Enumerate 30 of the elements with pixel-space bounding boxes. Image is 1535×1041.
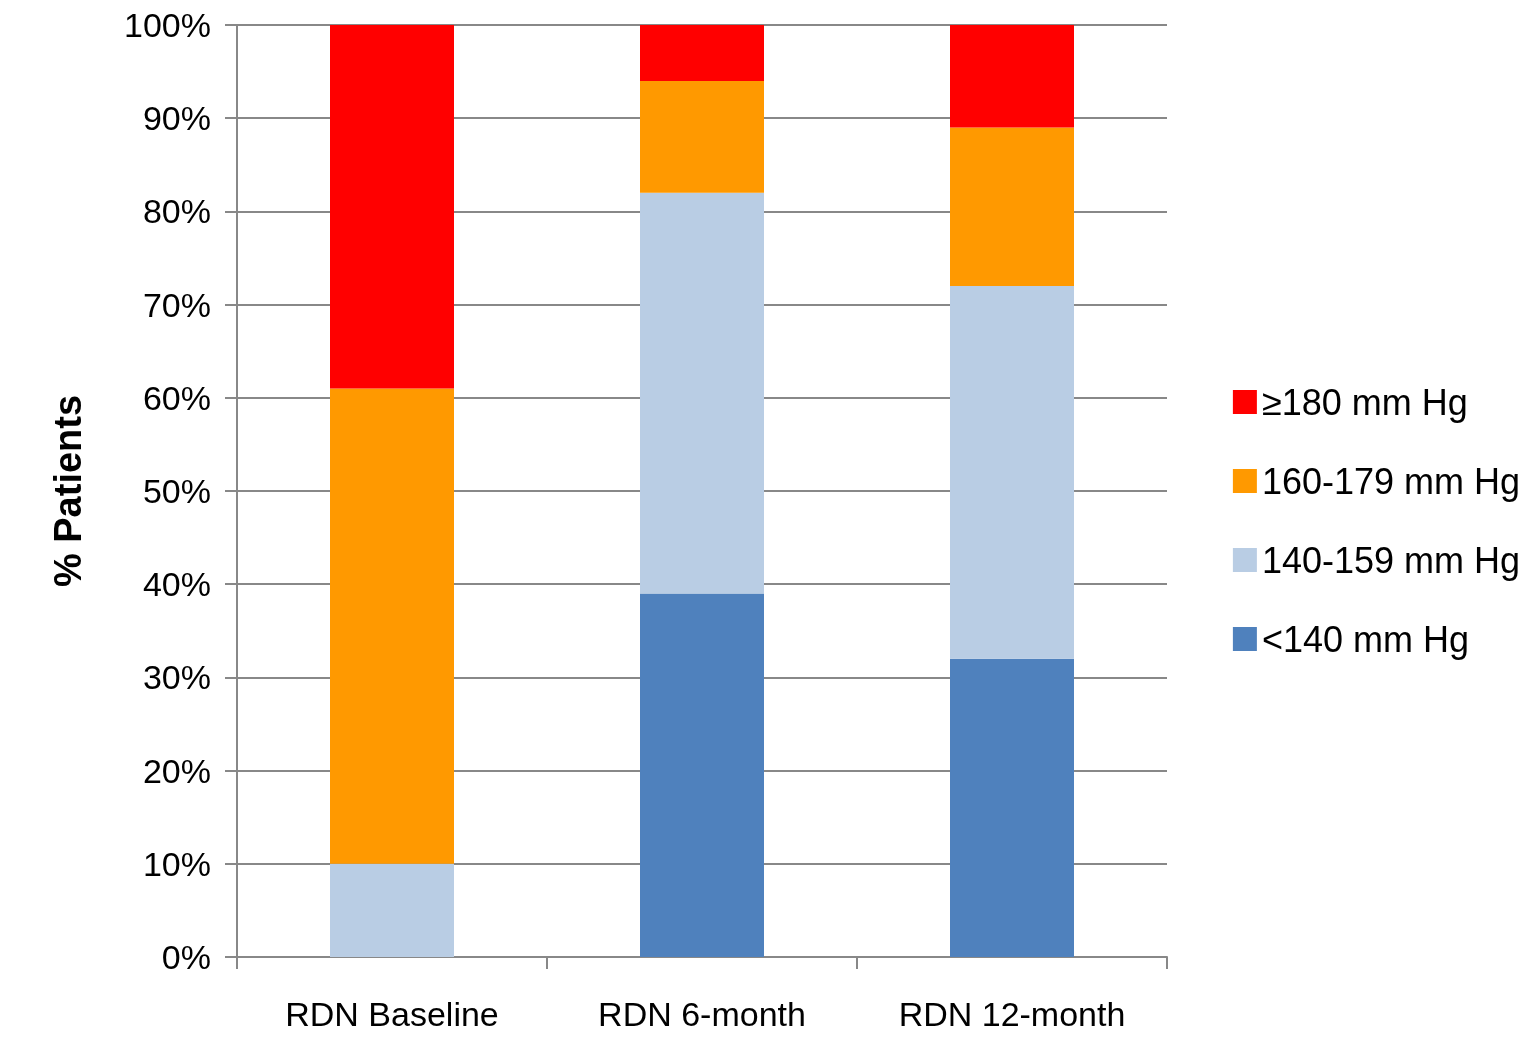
bar (640, 80, 764, 193)
bar (640, 25, 764, 81)
legend-label: 160-179 mm Hg (1261, 460, 1521, 502)
y-tick-label: 100% (124, 6, 211, 44)
y-tick-label: 50% (142, 472, 211, 510)
bar (950, 25, 1074, 128)
y-tick-label: 20% (142, 751, 211, 790)
y-tick-label: 60% (142, 378, 211, 417)
legend-label: 140-159 mm Hg (1261, 539, 1521, 581)
x-tick-label: RDN 12-month (898, 995, 1126, 1033)
bar (330, 863, 454, 957)
bar (330, 388, 454, 864)
y-tick-label: 80% (142, 192, 211, 231)
y-tick-label: 90% (142, 99, 211, 138)
y-tick-label: 10% (142, 844, 211, 883)
x-tick-label: RDN Baseline (285, 995, 499, 1033)
bar (950, 285, 1074, 659)
bar (640, 593, 764, 957)
bar (950, 658, 1074, 957)
y-tick-label: 70% (142, 285, 211, 324)
bar (330, 25, 454, 389)
x-tick-label: RDN 6-month (598, 995, 806, 1033)
y-tick-label: 30% (142, 658, 211, 697)
y-tick-label: 0% (161, 938, 211, 976)
y-tick-label: 40% (142, 565, 211, 604)
bar (640, 192, 764, 594)
legend-label: <140 mm Hg (1261, 618, 1469, 660)
y-axis-title: % Patients (47, 394, 89, 588)
bar (950, 127, 1074, 286)
legend-label: ≥180 mm Hg (1261, 381, 1468, 423)
